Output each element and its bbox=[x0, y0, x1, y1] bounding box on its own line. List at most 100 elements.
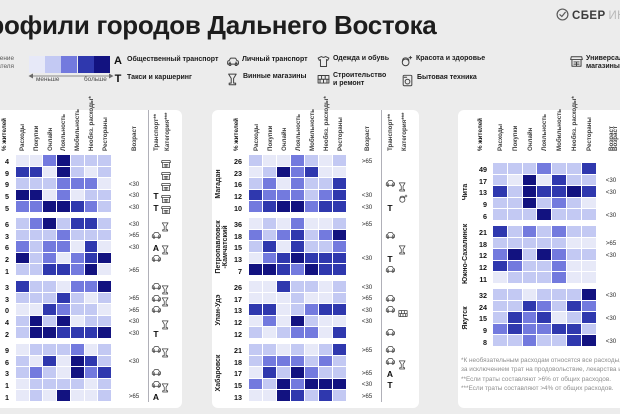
column-header: Онлайн bbox=[46, 127, 54, 151]
heat-cell bbox=[57, 390, 70, 402]
category-icons bbox=[161, 294, 171, 312]
heat-cell bbox=[277, 327, 291, 339]
heat-cell bbox=[567, 260, 581, 272]
store-icon bbox=[161, 156, 171, 174]
heat-cell bbox=[581, 300, 596, 312]
category-icons bbox=[398, 242, 408, 260]
heat-cell bbox=[291, 327, 305, 339]
heat-cell bbox=[333, 178, 347, 189]
heat-cell bbox=[249, 355, 263, 367]
column-divider bbox=[147, 110, 149, 402]
heat-cell bbox=[333, 344, 347, 355]
heat-cell bbox=[57, 304, 70, 315]
heat-cell bbox=[70, 281, 84, 292]
heat-cell bbox=[333, 367, 347, 378]
row-pct-value: 36 bbox=[234, 220, 242, 230]
row-pct-value: 9 bbox=[5, 346, 9, 356]
row-pct-value: 4 bbox=[5, 318, 9, 327]
heat-cell bbox=[291, 315, 305, 327]
row-age-value: >65 bbox=[361, 346, 373, 354]
heat-cell bbox=[98, 252, 111, 264]
scale-swatch bbox=[61, 56, 78, 73]
heat-cell bbox=[70, 355, 84, 367]
heat-cell bbox=[98, 189, 111, 201]
heat-cell bbox=[319, 292, 333, 304]
column-divider bbox=[380, 110, 382, 402]
heat-cell bbox=[29, 241, 43, 252]
heat-cell bbox=[98, 367, 111, 378]
heat-cell bbox=[507, 237, 522, 249]
row-pct-value: 12 bbox=[234, 192, 242, 201]
heat-cell bbox=[263, 229, 277, 241]
heat-cell bbox=[84, 252, 98, 264]
row-transport-letter: Т bbox=[387, 380, 393, 391]
heat-cell bbox=[70, 344, 84, 355]
heat-cell bbox=[263, 166, 277, 178]
heat-cell bbox=[84, 281, 98, 292]
store-icon bbox=[570, 55, 583, 73]
column-header: Лояльность bbox=[541, 113, 549, 151]
heat-cell bbox=[98, 155, 111, 166]
car-icon bbox=[385, 305, 395, 315]
heat-cell bbox=[305, 178, 319, 189]
heat-cell bbox=[70, 378, 84, 390]
row-pct-value: 21 bbox=[479, 228, 487, 238]
category-icons bbox=[398, 179, 408, 197]
heat-cell bbox=[84, 178, 98, 189]
heat-cell bbox=[291, 155, 305, 166]
heat-cell bbox=[319, 315, 333, 327]
heat-cell bbox=[16, 367, 29, 378]
heat-cell bbox=[537, 335, 552, 347]
row-transport-letter: Т bbox=[387, 254, 393, 265]
wine-icon bbox=[398, 357, 408, 375]
heat-cell bbox=[70, 390, 84, 402]
legend-item: Винные магазины bbox=[227, 73, 307, 91]
row-pct-value: 15 bbox=[234, 381, 242, 390]
legend-item: Одежда и обувь bbox=[317, 55, 389, 73]
heat-cell bbox=[305, 327, 319, 339]
heat-cell bbox=[522, 186, 537, 197]
scale-swatch bbox=[77, 56, 94, 73]
heat-cell bbox=[305, 367, 319, 378]
car-icon bbox=[385, 328, 395, 338]
heat-cell bbox=[507, 312, 522, 323]
heat-cell bbox=[29, 355, 43, 367]
row-pct-value: 11 bbox=[479, 274, 487, 284]
heat-cell bbox=[43, 315, 57, 327]
heat-cell bbox=[291, 229, 305, 241]
row-pct-value: 9 bbox=[5, 168, 9, 178]
heat-cell bbox=[98, 390, 111, 402]
heat-cell bbox=[70, 367, 84, 378]
heat-cell bbox=[581, 209, 596, 221]
heat-cell bbox=[291, 281, 305, 292]
heat-cell bbox=[16, 390, 29, 402]
row-pct-value: 7 bbox=[238, 266, 242, 276]
heat-cell bbox=[522, 163, 537, 174]
store-icon bbox=[161, 191, 171, 209]
heat-cell bbox=[263, 155, 277, 166]
row-age-value: >65 bbox=[128, 306, 140, 314]
heat-cell bbox=[581, 260, 596, 272]
scale-arrow bbox=[28, 73, 114, 79]
heat-cell bbox=[263, 252, 277, 264]
heat-cell bbox=[319, 304, 333, 315]
heat-cell bbox=[98, 355, 111, 367]
city-label: Южно-Сахалинск bbox=[462, 223, 469, 284]
heat-cell bbox=[333, 155, 347, 166]
column-header: Мобильность bbox=[74, 108, 82, 151]
store-icon bbox=[161, 179, 171, 197]
heat-cell bbox=[98, 241, 111, 252]
car-icon bbox=[385, 294, 395, 304]
heat-cell bbox=[581, 335, 596, 347]
heat-cell bbox=[263, 378, 277, 390]
column-header-pct: % жителей bbox=[1, 118, 8, 151]
legend-item-label: Общественный транспорт bbox=[127, 56, 219, 63]
heat-cell bbox=[57, 178, 70, 189]
row-age-value: <30 bbox=[128, 358, 140, 366]
tshirt-icon bbox=[317, 55, 330, 73]
legend-letter: А bbox=[114, 55, 122, 67]
row-age-value: >65 bbox=[361, 220, 373, 228]
row-age-value: <30 bbox=[361, 204, 373, 211]
heat-cell bbox=[305, 264, 319, 276]
heat-cell bbox=[277, 201, 291, 213]
